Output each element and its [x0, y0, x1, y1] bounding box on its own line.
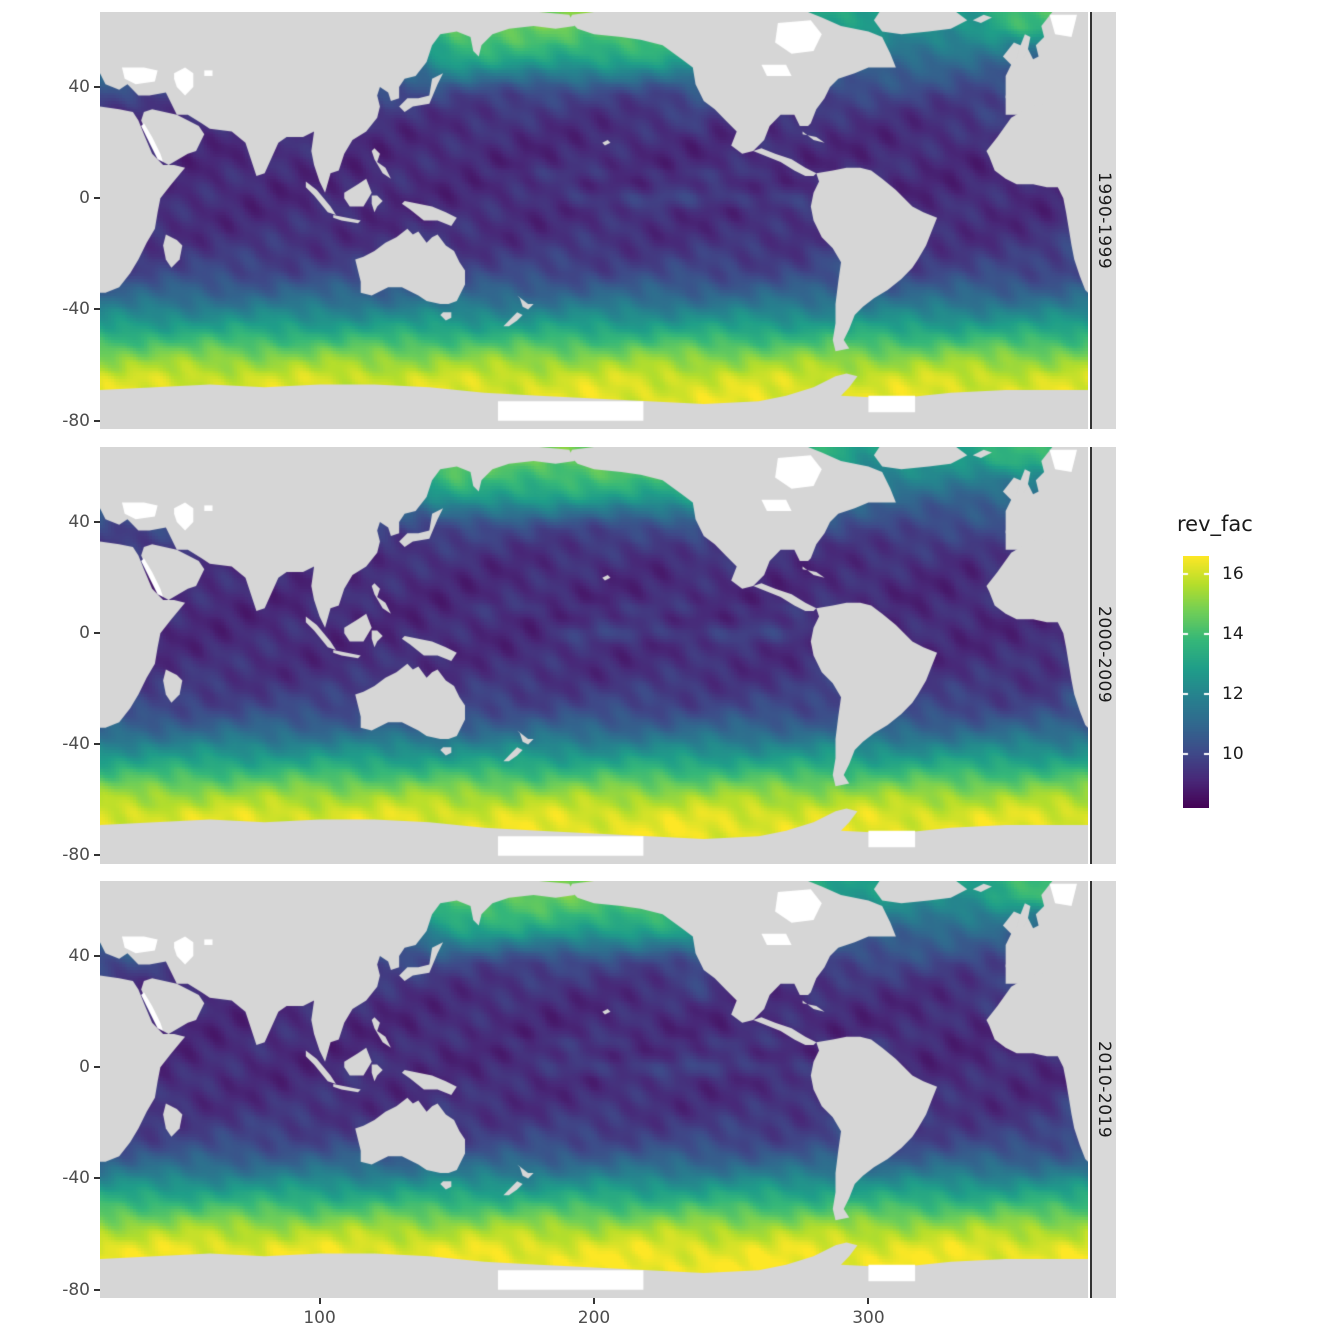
y-axis-tick-label: 40: [68, 77, 90, 98]
y-axis-tick-label: -80: [62, 845, 90, 866]
y-axis-tick-label: 40: [68, 946, 90, 967]
legend-tick-label: 12: [1222, 684, 1244, 704]
y-axis-tick-mark: [94, 520, 100, 523]
x-axis-tick-mark: [318, 1298, 321, 1304]
x-axis-tick-mark: [593, 1298, 595, 1304]
y-axis-tick-label: 0: [79, 188, 90, 209]
y-axis-tick-label: -40: [62, 733, 90, 754]
y-axis-tick-label: 0: [79, 1057, 90, 1078]
y-axis-tick-label: -40: [62, 299, 90, 320]
facet-strip-2010-2019: 2010-2019: [1090, 881, 1116, 1298]
y-axis-tick-label: 0: [79, 622, 90, 643]
facet-strip-label: 2000-2009: [1094, 606, 1114, 704]
y-axis-tick-mark: [94, 742, 100, 745]
facet-strip-label: 2010-2019: [1094, 1040, 1114, 1139]
x-axis-tick-label: 100: [303, 1308, 336, 1328]
facet-strip-label: 1990-1999: [1094, 171, 1114, 270]
legend-title: rev_fac: [1177, 512, 1253, 536]
y-axis-tick-mark: [94, 419, 100, 422]
y-axis-tick-mark: [94, 308, 100, 311]
y-axis-tick-label: 40: [68, 511, 90, 532]
y-axis-tick-mark: [94, 1177, 100, 1180]
legend-colorbar: [1183, 556, 1209, 808]
map-canvas-2000-2009: [100, 446, 1088, 864]
y-axis-tick-mark: [94, 197, 100, 200]
y-axis-tick-mark: [94, 955, 100, 958]
y-axis-tick-mark: [94, 631, 100, 634]
x-axis-tick-mark: [867, 1298, 870, 1304]
legend-tick-label: 16: [1222, 564, 1244, 584]
y-axis-tick-label: -40: [62, 1168, 90, 1189]
y-axis-tick-mark: [94, 1288, 100, 1291]
y-axis-tick-mark: [94, 86, 100, 89]
map-canvas-1990-1999: [100, 12, 1088, 429]
map-canvas-2010-2019: [100, 881, 1088, 1298]
facet-strip-2000-2009: 2000-2009: [1090, 446, 1116, 864]
y-axis-tick-mark: [94, 1066, 100, 1069]
legend-tick-label: 10: [1222, 744, 1244, 764]
legend-tick-label: 14: [1222, 624, 1244, 644]
y-axis-tick-label: -80: [62, 1279, 90, 1300]
y-axis-tick-label: -80: [62, 410, 90, 431]
y-axis-tick-mark: [94, 854, 100, 857]
x-axis-tick-label: 300: [852, 1308, 885, 1328]
x-axis-tick-label: 200: [577, 1308, 611, 1328]
facet-strip-1990-1999: 1990-1999: [1090, 12, 1116, 429]
